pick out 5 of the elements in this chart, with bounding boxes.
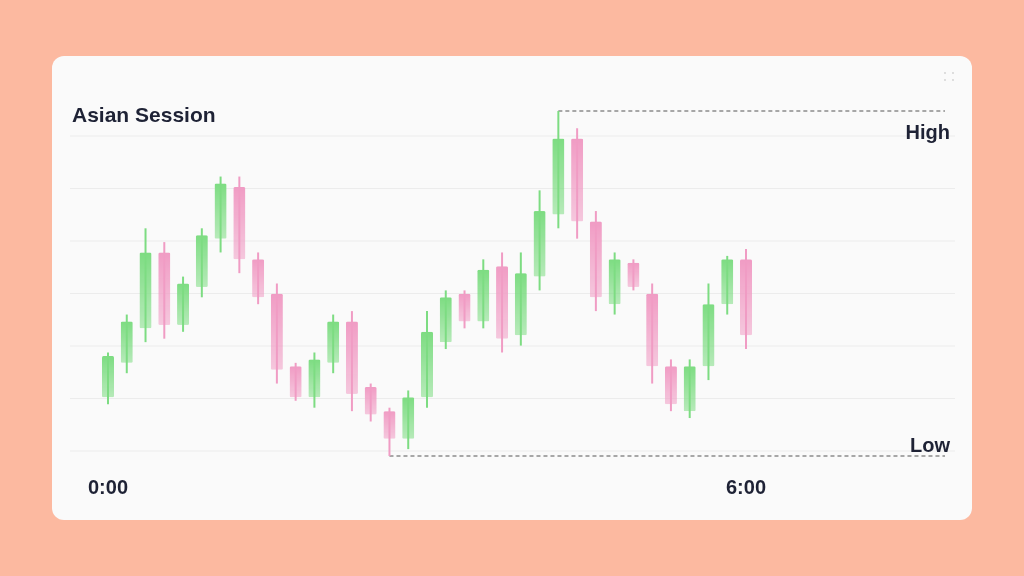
x-tick-label: 6:00 xyxy=(725,476,767,498)
ref-line-label: High xyxy=(905,121,950,143)
ref-line-label: Low xyxy=(910,434,951,456)
chart-title: Asian Session xyxy=(72,103,216,126)
x-tick-label: 0:00 xyxy=(87,476,129,498)
